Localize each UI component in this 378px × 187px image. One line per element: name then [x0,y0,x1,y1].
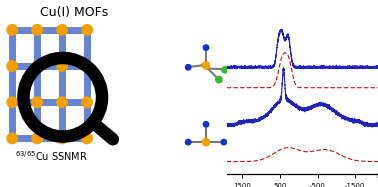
Circle shape [82,25,92,35]
Text: Cu(I) MOFs: Cu(I) MOFs [40,6,108,19]
Circle shape [7,25,17,35]
Circle shape [82,61,92,71]
Circle shape [7,97,17,108]
Circle shape [57,61,67,71]
Text: $^{63/65}$Cu SSNMR: $^{63/65}$Cu SSNMR [15,150,88,163]
Circle shape [32,61,42,71]
Circle shape [203,122,209,127]
Circle shape [202,138,210,146]
Circle shape [222,67,228,73]
Circle shape [216,76,222,83]
Circle shape [32,25,42,35]
Circle shape [7,61,17,71]
Circle shape [186,140,191,145]
Title: $^{65}$Cu SSNMR at 21.1 T: $^{65}$Cu SSNMR at 21.1 T [248,0,357,3]
Circle shape [202,62,210,69]
Circle shape [186,65,191,70]
Circle shape [82,133,92,144]
Circle shape [221,140,226,145]
Circle shape [57,133,67,144]
Circle shape [57,97,67,108]
Circle shape [7,133,17,144]
Text: kHz: kHz [376,173,378,179]
Circle shape [32,133,42,144]
Circle shape [203,45,209,50]
Circle shape [57,25,67,35]
Circle shape [82,97,92,108]
Circle shape [32,97,42,108]
